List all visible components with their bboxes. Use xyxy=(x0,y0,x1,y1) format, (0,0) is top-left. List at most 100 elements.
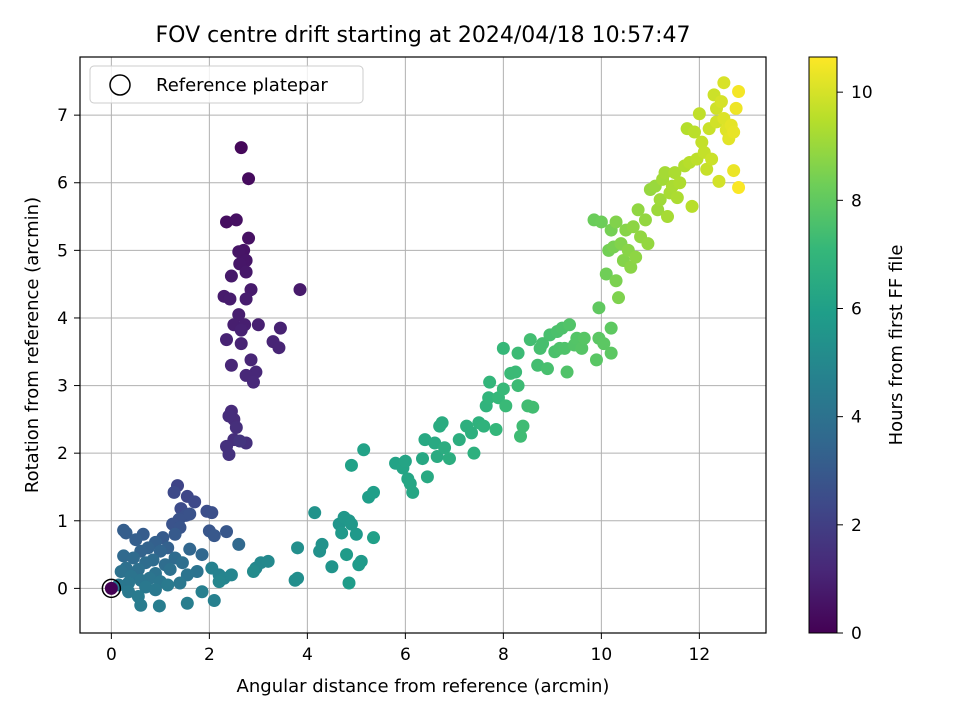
scatter-point xyxy=(563,318,577,332)
scatter-point xyxy=(246,564,260,578)
scatter-point xyxy=(325,560,339,574)
scatter-point xyxy=(340,548,354,562)
y-axis-ticks: 0 1 2 3 4 5 6 7 xyxy=(57,106,80,599)
scatter-point xyxy=(727,164,741,178)
y-tick-label: 2 xyxy=(57,444,68,464)
colorbar-ticks: 0 2 4 6 8 10 xyxy=(837,83,873,644)
scatter-point xyxy=(367,485,381,499)
scatter-point xyxy=(129,533,143,547)
scatter-point xyxy=(232,537,246,551)
scatter-point xyxy=(514,429,528,443)
scatter-point xyxy=(261,554,275,568)
scatter-point xyxy=(242,231,256,245)
scatter-point xyxy=(717,76,731,90)
scatter-point xyxy=(224,568,238,582)
scatter-point xyxy=(315,537,329,551)
scatter-point xyxy=(335,526,349,540)
scatter-point xyxy=(233,434,247,448)
scatter-point xyxy=(273,321,287,335)
scatter-point xyxy=(712,174,726,188)
x-axis-label: Angular distance from reference (arcmin) xyxy=(237,676,610,697)
scatter-point xyxy=(609,274,623,288)
colorbar xyxy=(808,56,838,634)
legend: Reference platepar xyxy=(89,65,364,104)
scatter-point xyxy=(168,527,182,541)
colorbar-tick-label: 6 xyxy=(851,299,862,319)
scatter-point xyxy=(624,260,638,274)
x-tick-label: 4 xyxy=(302,645,313,665)
scatter-point xyxy=(729,101,743,115)
scatter-point xyxy=(152,599,166,613)
scatter-point xyxy=(291,541,305,555)
scatter-point xyxy=(442,452,456,466)
scatter-point xyxy=(509,365,523,379)
scatter-points xyxy=(104,76,746,613)
x-tick-label: 12 xyxy=(689,645,711,665)
scatter-point xyxy=(344,458,358,472)
scatter-point xyxy=(183,542,197,556)
scatter-point xyxy=(609,215,623,229)
scatter-point xyxy=(430,450,444,464)
colorbar-tick-label: 2 xyxy=(851,516,862,536)
plot-frame xyxy=(79,56,767,634)
y-tick-label: 1 xyxy=(57,512,68,532)
scatter-point xyxy=(558,341,572,355)
scatter-point xyxy=(119,526,133,540)
scatter-point xyxy=(658,166,672,180)
scatter-point xyxy=(232,308,246,322)
scatter-point xyxy=(477,419,491,433)
scatter-point xyxy=(249,365,263,379)
scatter-point xyxy=(344,517,358,531)
scatter-point xyxy=(183,507,197,521)
x-tick-label: 8 xyxy=(498,645,509,665)
scatter-point xyxy=(536,337,550,351)
y-tick-label: 3 xyxy=(57,377,68,397)
colorbar-tick-label: 10 xyxy=(851,83,873,103)
scatter-point xyxy=(631,203,645,217)
scatter-point xyxy=(629,250,643,264)
scatter-point xyxy=(638,213,652,227)
scatter-point xyxy=(428,436,442,450)
scatter-point xyxy=(516,419,530,433)
scatter-point xyxy=(732,180,746,194)
scatter-point xyxy=(531,358,545,372)
y-tick-label: 6 xyxy=(57,174,68,194)
legend-box xyxy=(89,65,364,104)
scatter-point xyxy=(207,594,221,608)
scatter-point xyxy=(612,291,626,305)
scatter-point xyxy=(342,576,356,590)
scatter-point xyxy=(188,495,202,509)
scatter-point xyxy=(239,292,253,306)
scatter-point xyxy=(668,166,682,180)
scatter-point xyxy=(173,576,187,590)
scatter-point xyxy=(700,162,714,176)
colorbar-tick-label: 4 xyxy=(851,408,862,428)
scatter-point xyxy=(438,441,452,455)
scatter-point xyxy=(575,341,589,355)
scatter-point xyxy=(251,318,265,332)
scatter-point xyxy=(114,564,128,578)
scatter-point xyxy=(246,375,260,389)
scatter-point xyxy=(727,125,741,139)
scatter-point xyxy=(626,220,640,234)
scatter-point xyxy=(670,191,684,205)
scatter-point xyxy=(207,529,221,543)
chart-title: FOV centre drift starting at 2024/04/18 … xyxy=(156,23,691,48)
scatter-point xyxy=(499,399,513,413)
scatter-point xyxy=(511,346,525,360)
scatter-point xyxy=(416,452,430,466)
y-axis-label: Rotation from reference (arcmin) xyxy=(22,197,43,493)
scatter-point xyxy=(349,527,363,541)
scatter-point xyxy=(511,379,525,393)
scatter-point xyxy=(222,448,236,462)
reference-marker xyxy=(101,578,122,599)
scatter-point xyxy=(435,416,449,430)
scatter-point xyxy=(673,176,687,190)
scatter-point xyxy=(577,331,591,345)
y-tick-label: 0 xyxy=(57,579,68,599)
scatter-point xyxy=(687,125,701,139)
scatter-point xyxy=(692,107,706,121)
scatter-point xyxy=(180,596,194,610)
scatter-point xyxy=(352,558,366,572)
